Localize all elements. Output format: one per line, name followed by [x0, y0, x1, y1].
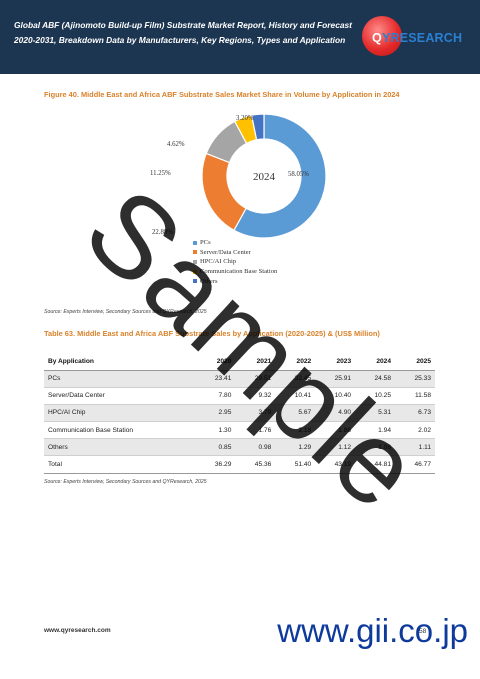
page-number: 58 — [419, 628, 427, 635]
table-row: Others 0.85 0.98 1.29 1.12 1.08 1.11 — [44, 438, 435, 456]
table-cell: 23.41 — [214, 375, 232, 383]
report-header: Global ABF (Ajinomoto Build-up Film) Sub… — [0, 0, 480, 74]
row-label: Others — [48, 443, 68, 451]
table-cell: 1.76 — [258, 426, 272, 434]
table-cell: 51.40 — [294, 461, 312, 469]
legend-swatch — [193, 269, 197, 274]
logo-globe-icon — [362, 16, 402, 56]
legend-label: PCs — [200, 239, 211, 247]
table-cell: 4.90 — [338, 409, 352, 417]
column-header: 2022 — [296, 357, 312, 365]
table-cell: 1.12 — [338, 443, 352, 451]
table-cell: 5.31 — [378, 409, 392, 417]
table-cell: 25.33 — [414, 375, 431, 383]
report-title: Global ABF (Ajinomoto Build-up Film) Sub… — [14, 20, 352, 45]
slice-label: 4.62% — [167, 141, 185, 148]
site-watermark: www.gii.co.jp — [277, 612, 468, 649]
legend-item: Others — [193, 276, 277, 286]
legend-item: PCs — [193, 238, 277, 248]
table-cell: 11.58 — [414, 392, 431, 400]
table-cell: 0.85 — [218, 443, 232, 451]
center-label: 2024 — [253, 171, 276, 183]
table-cell: 0.98 — [258, 443, 272, 451]
legend-label: HPC/AI Chip — [200, 258, 237, 266]
table-cell: 25.91 — [334, 375, 352, 383]
legend-swatch — [193, 240, 197, 245]
slice-label: 58.05% — [288, 171, 309, 178]
legend-swatch — [193, 259, 197, 264]
table-row: PCs 23.41 29.51 32.45 25.91 24.58 25.33 — [44, 370, 435, 388]
sales-table: By Application 2020 2021 2022 2023 2024 2025 P… — [44, 353, 435, 474]
table-cell: 1.30 — [218, 426, 232, 434]
legend-item: HPC/AI Chip — [193, 257, 277, 267]
table-cell: 9.32 — [258, 392, 272, 400]
figure-source: Source: Experts Interview, Secondary Sou… — [44, 309, 207, 315]
slice-label: 11.25% — [150, 170, 171, 177]
table-cell: 45.36 — [254, 461, 272, 469]
row-label: Communication Base Station — [48, 426, 134, 434]
table-cell: 29.51 — [254, 375, 272, 383]
table-cell: 10.25 — [374, 392, 392, 400]
column-header: By Application — [48, 357, 94, 365]
table-title: Table 63. Middle East and Africa ABF Sub… — [44, 329, 380, 338]
table-cell: 1.08 — [378, 443, 392, 451]
table-cell: 3.79 — [258, 409, 272, 417]
table-cell: 7.80 — [218, 392, 232, 400]
legend-item: Communication Base Station — [193, 267, 277, 277]
table-cell: 10.40 — [334, 392, 352, 400]
column-header: 2025 — [416, 357, 431, 365]
donut-slice — [233, 113, 327, 239]
slice-label: 22.88% — [152, 229, 173, 236]
table-row: Server/Data Center 7.80 9.32 10.41 10.40 10.2… — [44, 387, 435, 405]
table-source: Source: Experts Interview, Secondary Sou… — [44, 479, 207, 485]
logo-wordmark: QYRESEARCH — [372, 31, 463, 45]
donut-chart: 58.05% 22.88% 11.25% 4.62% 3.20% 2024 PCs Serv… — [0, 100, 480, 300]
table-cell: 1.94 — [378, 426, 392, 434]
table-cell: 36.29 — [214, 461, 232, 469]
row-label: HPC/AI Chip — [48, 409, 86, 417]
donut-slice — [250, 113, 265, 141]
table-cell: 1.86 — [338, 426, 352, 434]
legend-item: Server/Data Center — [193, 248, 277, 258]
table-cell: 2.18 — [298, 426, 312, 434]
row-label: Total — [48, 461, 62, 469]
row-label: Server/Data Center — [48, 392, 105, 400]
table-cell: 1.11 — [418, 443, 431, 451]
legend-label: Others — [200, 277, 218, 285]
table-cell: 43.19 — [334, 461, 352, 469]
donut-chart-svg: 58.05% 22.88% 11.25% 4.62% 3.20% 2024 — [150, 113, 327, 239]
table-cell: 10.41 — [294, 392, 312, 400]
table-cell: 6.73 — [418, 409, 431, 417]
qyresearch-logo: QYRESEARCH — [362, 14, 472, 60]
column-header: 2024 — [376, 357, 392, 365]
table-cell: 24.58 — [374, 375, 392, 383]
column-header: 2021 — [256, 357, 272, 365]
table-row: Total 36.29 45.36 51.40 43.19 44.81 46.77 — [44, 456, 435, 474]
table-header-row: By Application 2020 2021 2022 2023 2024 2025 — [44, 353, 435, 370]
chart-legend: PCs Server/Data Center HPC/AI Chip Communic… — [193, 238, 277, 286]
table-cell: 2.02 — [418, 426, 431, 434]
table-cell: 32.45 — [294, 375, 312, 383]
legend-label: Server/Data Center — [200, 248, 251, 256]
legend-swatch — [193, 250, 197, 255]
slice-label: 3.20% — [236, 115, 254, 122]
row-label: PCs — [48, 375, 61, 383]
column-header: 2023 — [336, 357, 352, 365]
figure-title: Figure 40. Middle East and Africa ABF Su… — [44, 90, 400, 99]
table-cell: 1.29 — [298, 443, 312, 451]
table-cell: 5.67 — [298, 409, 312, 417]
table-cell: 44.81 — [374, 461, 392, 469]
footer-url: www.qyresearch.com — [44, 627, 111, 634]
legend-swatch — [193, 279, 197, 284]
table-row: Communication Base Station 1.30 1.76 2.18 1.… — [44, 422, 435, 439]
table-cell: 46.77 — [414, 461, 431, 469]
table-row: HPC/AI Chip 2.95 3.79 5.67 4.90 5.31 6.73 — [44, 404, 435, 422]
table-cell: 2.95 — [218, 409, 232, 417]
column-header: 2020 — [216, 357, 232, 365]
legend-label: Communication Base Station — [200, 268, 278, 276]
